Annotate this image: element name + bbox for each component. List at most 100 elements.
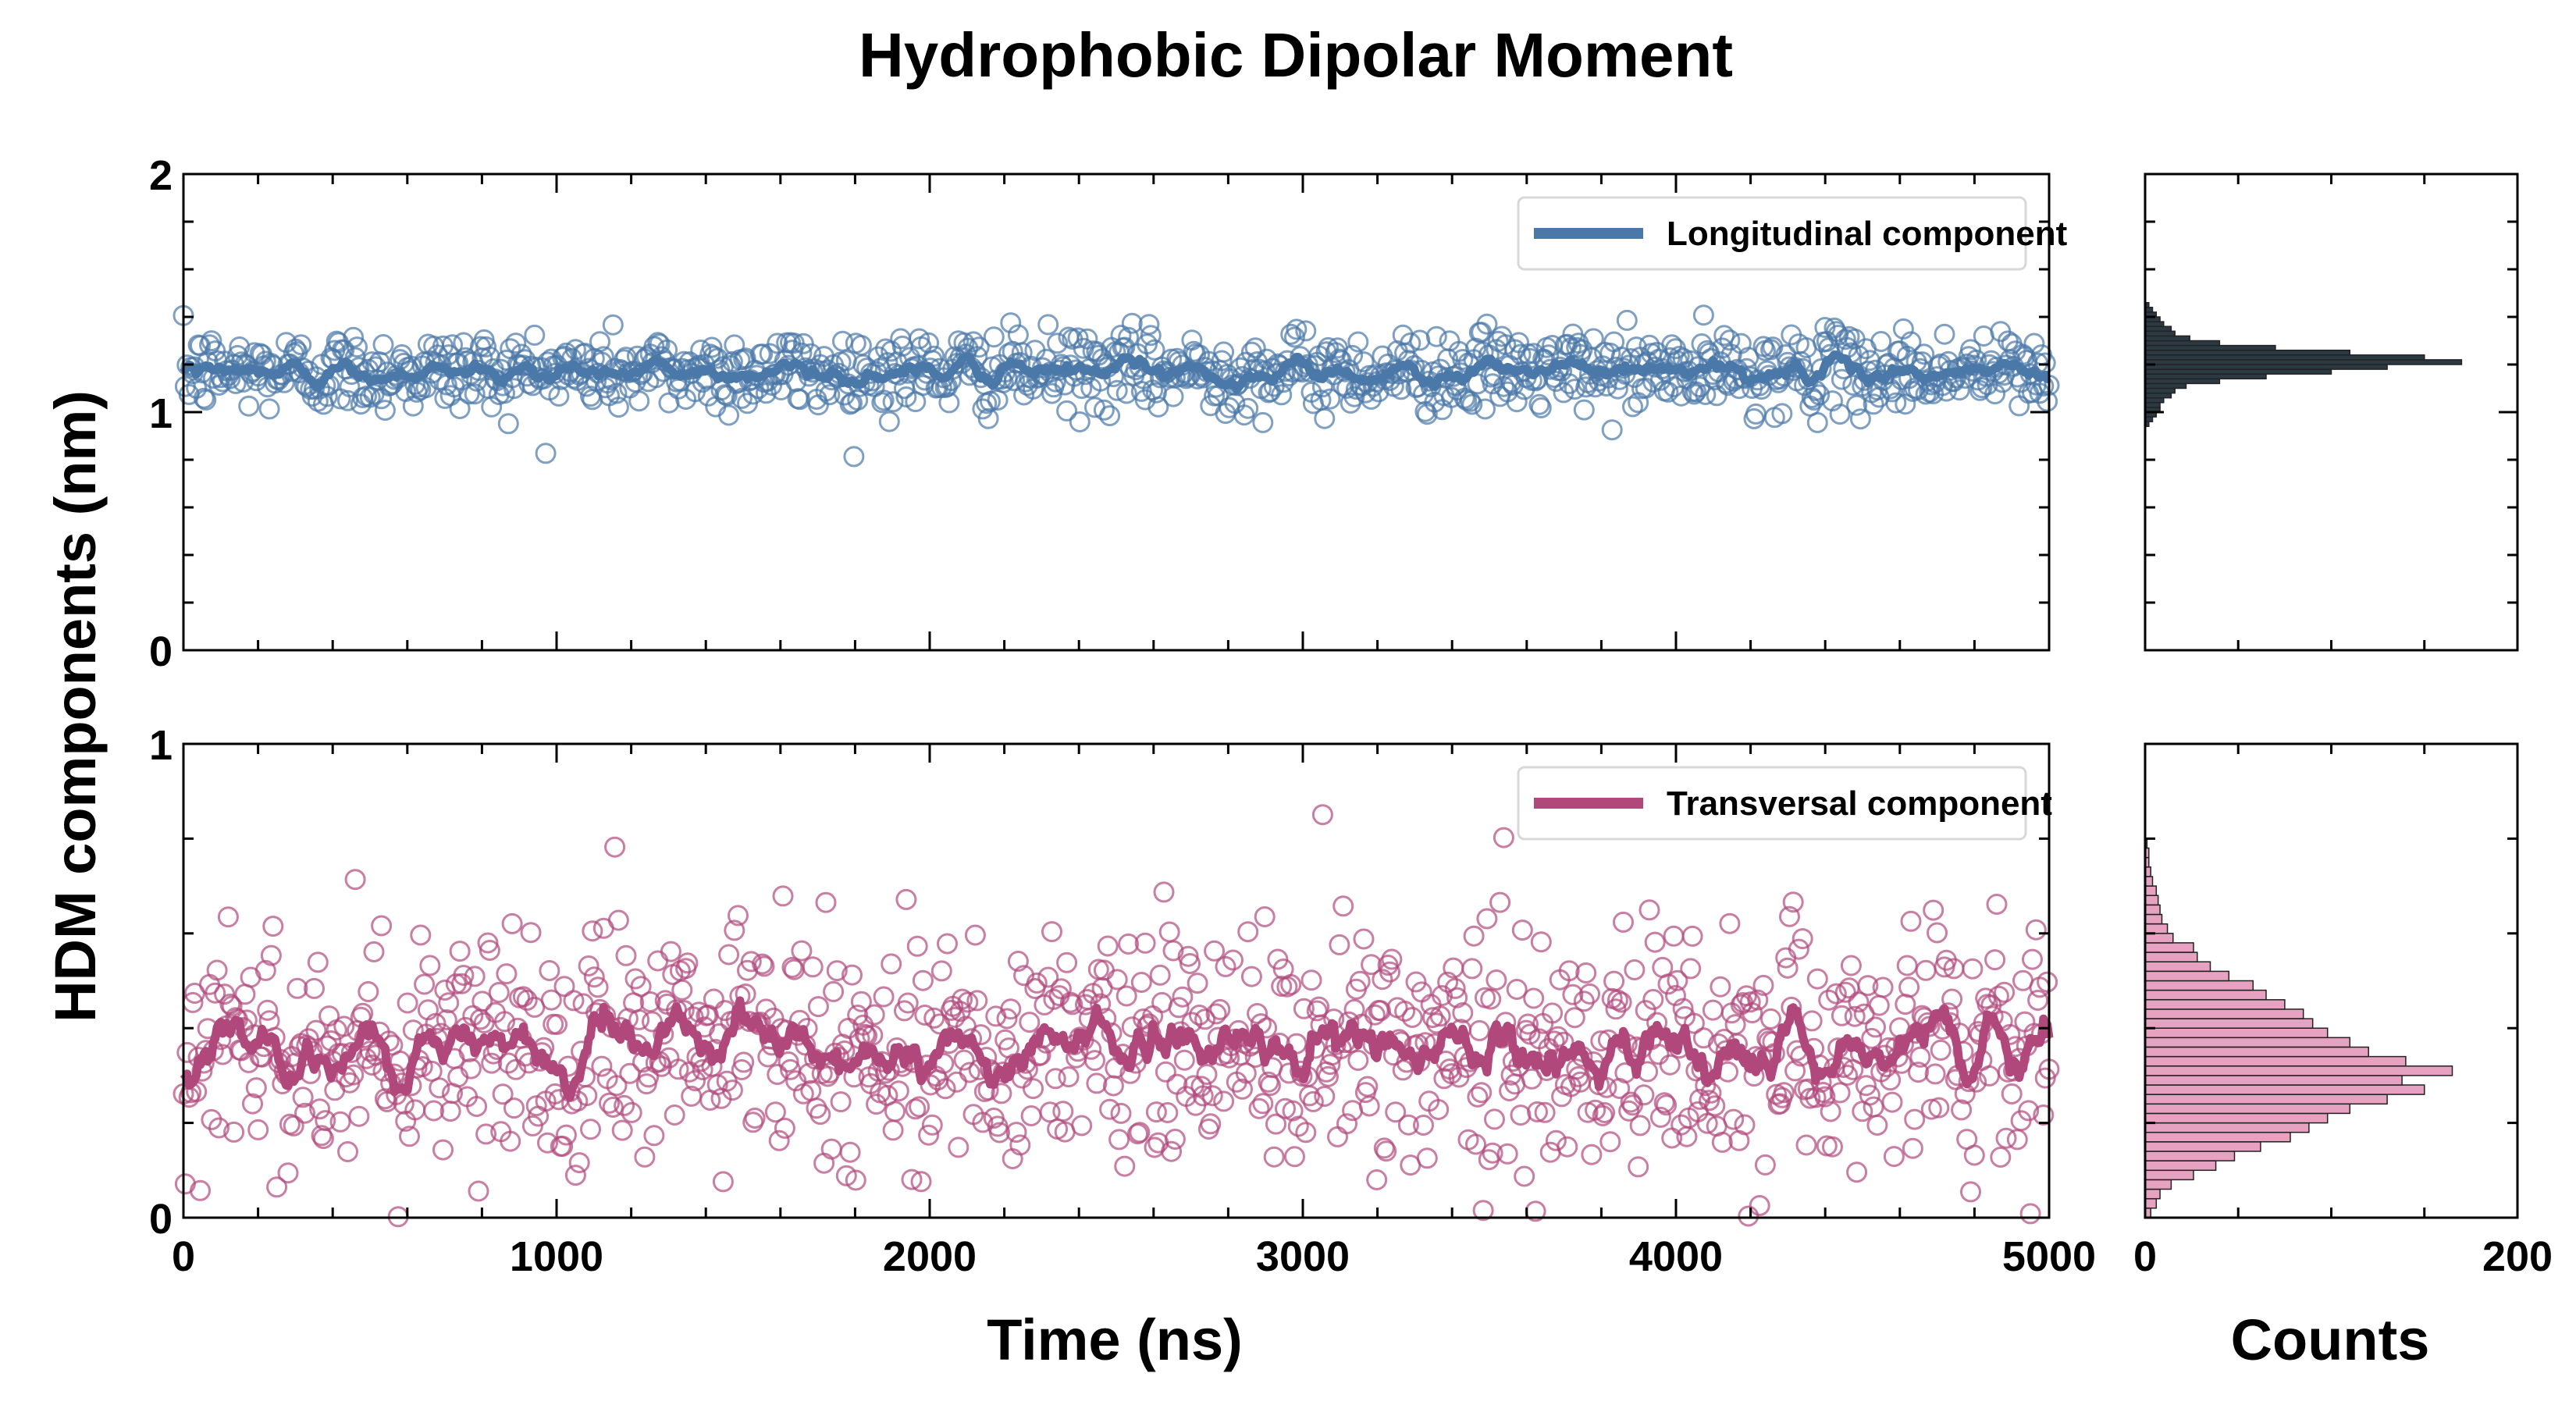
data-point [1485,969,1507,991]
data-point [1052,1101,1074,1122]
data-point [823,980,845,1002]
data-point [477,932,499,954]
data-point [208,1117,229,1139]
data-point [1948,379,1970,401]
data-point [582,920,603,942]
data-point [214,984,236,1005]
data-point [475,1123,497,1145]
data-point [752,343,774,365]
data-point [791,940,813,962]
transversal-panel: 0 1000 2000 3000 4000 5000 0 1 Transversal compo… [149,722,2096,1280]
data-point [2018,1100,2040,1122]
data-point [1319,388,1341,410]
data-point [481,396,503,418]
data-point [1168,997,1190,1019]
data-point [953,332,975,354]
data-point [1400,333,1421,354]
data-point [1476,908,1498,930]
data-point [1599,342,1621,364]
data-point [1039,1101,1061,1123]
histogram-bar [2144,1197,2158,1209]
data-point [1594,1102,1616,1123]
data-point [1192,1085,1214,1107]
data-point [1194,1008,1216,1030]
histogram-bar [2144,1103,2351,1115]
data-point [1179,953,1201,974]
data-point [1695,384,1717,405]
data-point [423,1100,445,1122]
data-point [1314,407,1336,429]
data-point [1704,1095,1726,1117]
data-point [1499,1080,1521,1101]
data-point [980,390,1001,412]
scatter-series [173,304,2060,468]
data-point [1659,1054,1681,1076]
data-point [524,324,546,346]
data-point [1895,994,1916,1016]
data-point [607,397,629,418]
data-point [512,986,534,1008]
data-point [2025,919,2047,941]
data-point [553,976,575,998]
data-point [1923,899,1944,921]
data-point [1564,379,1585,400]
data-point [358,981,379,1002]
data-point [492,1083,514,1105]
data-point [774,1117,795,1139]
data-point [402,1019,424,1041]
data-point [1782,891,1804,913]
data-point [1685,381,1707,403]
data-point [1361,954,1382,976]
data-point [881,953,902,975]
data-point [1806,411,1828,433]
data-point [429,1077,450,1099]
data-point [1258,1071,1279,1093]
data-point [1870,331,1892,352]
data-point [496,963,518,985]
data-point [475,336,497,357]
data-point [1951,1099,1973,1121]
data-point [1240,966,1262,987]
data-point [1738,1205,1759,1227]
data-point [1760,339,1781,361]
data-point [548,385,570,407]
histogram-bar [2144,368,2332,375]
data-point [481,1052,503,1074]
data-point [692,1059,713,1080]
data-point [768,1129,790,1151]
data-point [337,1141,358,1162]
data-point [363,941,385,962]
data-point [841,964,863,986]
data-point [882,391,904,413]
data-point [1557,1136,1578,1158]
data-point [1204,940,1226,962]
data-point [397,992,418,1014]
data-point [589,331,610,353]
data-point [1375,1140,1397,1162]
chart-title: Hydrophobic Dipolar Moment [859,20,1733,90]
data-point [1005,1122,1027,1144]
data-point [260,944,282,966]
histogram-bar [2144,970,2230,982]
data-point [809,1104,831,1126]
data-point [1881,1091,1903,1113]
data-point [1773,1082,1795,1104]
data-point [991,1083,1012,1104]
data-point [1471,1082,1493,1104]
data-point [701,336,723,358]
data-point [1747,989,1769,1011]
data-point [410,924,432,946]
data-point [983,326,1005,348]
x-tick-label: 2000 [883,1233,977,1280]
data-point [1558,960,1580,982]
data-point [1232,1078,1253,1100]
data-point [2022,948,2043,970]
data-point [1620,1091,1642,1113]
data-point [639,991,661,1012]
data-point [884,1101,906,1122]
data-point [777,1051,799,1072]
data-point [1280,973,1302,995]
data-point [764,1101,786,1123]
data-point [503,1097,525,1119]
